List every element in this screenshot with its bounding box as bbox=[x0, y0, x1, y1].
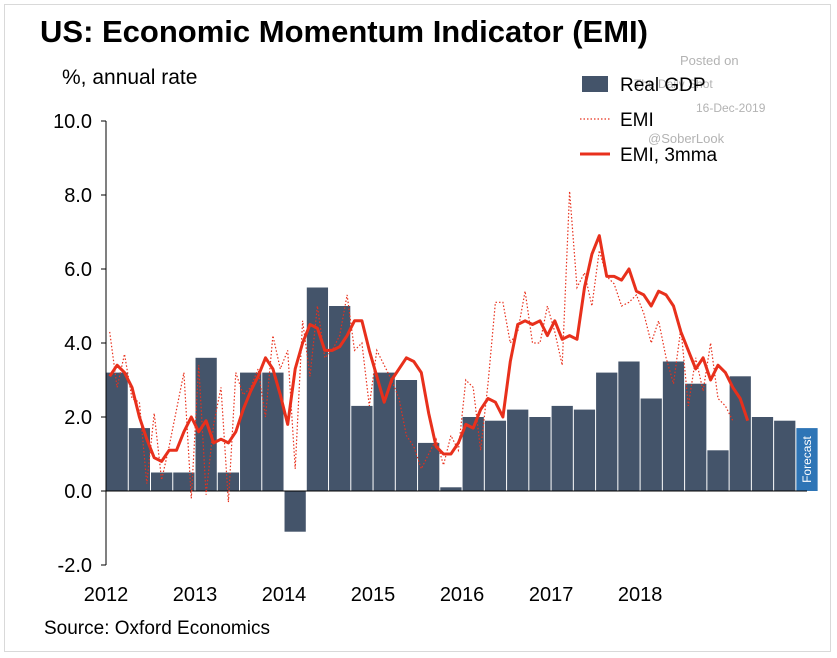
gdp-bar bbox=[128, 428, 151, 491]
watermark-line-2: The Daily Shot bbox=[634, 77, 713, 91]
gdp-bar bbox=[751, 417, 774, 491]
y-tick-label: 0.0 bbox=[64, 481, 92, 503]
x-tick-label: 2018 bbox=[618, 584, 663, 606]
source-note: Source: Oxford Economics bbox=[44, 618, 270, 639]
y-tick-label: 10.0 bbox=[53, 111, 92, 133]
y-axis-units-label: %, annual rate bbox=[62, 66, 198, 89]
gdp-bar bbox=[373, 372, 395, 491]
gdp-bar bbox=[351, 405, 373, 491]
watermark-line-4: @SoberLook bbox=[648, 131, 725, 146]
emi-3mma-line bbox=[108, 234, 750, 463]
gdp-bar bbox=[173, 472, 195, 491]
x-tick-label: 2012 bbox=[84, 584, 129, 606]
watermark-line-3: 16-Dec-2019 bbox=[696, 101, 766, 115]
legend-label: Real GDP bbox=[620, 75, 706, 96]
gdp-bar bbox=[507, 409, 529, 491]
gdp-bar bbox=[662, 361, 685, 491]
y-tick-label: 8.0 bbox=[64, 185, 92, 207]
gdp-bar bbox=[262, 372, 284, 491]
gdp-bar bbox=[729, 376, 751, 491]
y-tick-label: 6.0 bbox=[64, 259, 92, 281]
y-tick-label: -2.0 bbox=[58, 555, 92, 577]
page-title: US: Economic Momentum Indicator (EMI) bbox=[40, 14, 648, 49]
forecast-label: Forecast bbox=[800, 436, 814, 483]
legend-label: EMI bbox=[620, 110, 654, 131]
gdp-bar bbox=[640, 398, 662, 491]
gdp-bar bbox=[217, 472, 240, 491]
gdp-bar bbox=[484, 420, 507, 491]
x-tick-label: 2014 bbox=[262, 584, 307, 606]
gdp-bar bbox=[573, 409, 596, 491]
chart-frame bbox=[4, 4, 831, 652]
x-tick-label: 2017 bbox=[529, 584, 574, 606]
x-tick-label: 2013 bbox=[173, 584, 218, 606]
gdp-bar bbox=[306, 287, 329, 491]
gdp-bar bbox=[284, 491, 306, 532]
gdp-bar bbox=[596, 372, 618, 491]
gdp-bar bbox=[618, 361, 640, 491]
emi-line bbox=[109, 191, 734, 503]
gdp-bar bbox=[329, 306, 351, 491]
gdp-bar bbox=[529, 417, 551, 491]
gdp-bar bbox=[151, 472, 173, 491]
y-tick-label: 4.0 bbox=[64, 333, 92, 355]
legend-label: EMI, 3mma bbox=[620, 145, 718, 166]
x-tick-label: 2015 bbox=[351, 584, 396, 606]
gdp-bar bbox=[707, 450, 729, 491]
gdp-bar bbox=[440, 487, 462, 491]
gdp-bar bbox=[106, 372, 128, 491]
gdp-bar bbox=[685, 383, 707, 491]
gdp-bar bbox=[418, 442, 440, 491]
gdp-bar bbox=[774, 420, 796, 491]
watermark-line-1: Posted on bbox=[680, 53, 739, 68]
legend-swatch-gdp bbox=[582, 76, 608, 92]
y-tick-label: 2.0 bbox=[64, 407, 92, 429]
gdp-bar bbox=[551, 405, 573, 491]
forecast-bar bbox=[796, 428, 818, 491]
x-tick-label: 2016 bbox=[440, 584, 485, 606]
